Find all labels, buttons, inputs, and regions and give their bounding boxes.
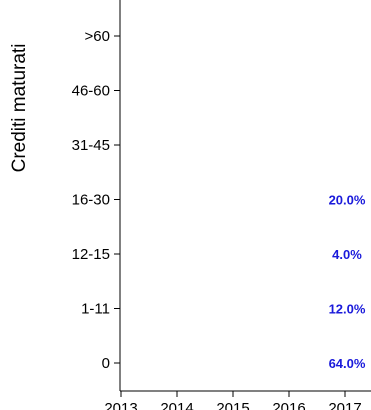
y-tick-label: 46-60 [72, 83, 110, 100]
y-tick-label: 16-30 [72, 192, 110, 209]
x-tick-label: 2013 [104, 400, 137, 410]
x-tick-label: 2014 [160, 400, 193, 410]
x-tick-label: 2016 [272, 400, 305, 410]
y-axis-title: Crediti maturati [9, 44, 30, 173]
data-label: 64.0% [329, 356, 366, 371]
y-tick-label: 0 [102, 355, 110, 372]
x-tick-label: 2017 [328, 400, 361, 410]
x-ticks: 2013 2014 2015 2016 2017 [104, 391, 362, 410]
y-tick-label: 12-15 [72, 246, 110, 263]
data-label: 4.0% [332, 247, 362, 262]
y-tick-label: 31-45 [72, 137, 110, 154]
data-labels: 64.0% 12.0% 4.0% 20.0% [329, 193, 366, 372]
x-tick-label: 2015 [216, 400, 249, 410]
y-tick-label: >60 [85, 28, 110, 45]
y-tick-label: 1-11 [81, 301, 110, 318]
data-label: 20.0% [329, 193, 366, 208]
y-ticks: 0 1-11 12-15 16-30 31-45 46-60 >60 [72, 28, 120, 372]
data-label: 12.0% [329, 302, 366, 317]
